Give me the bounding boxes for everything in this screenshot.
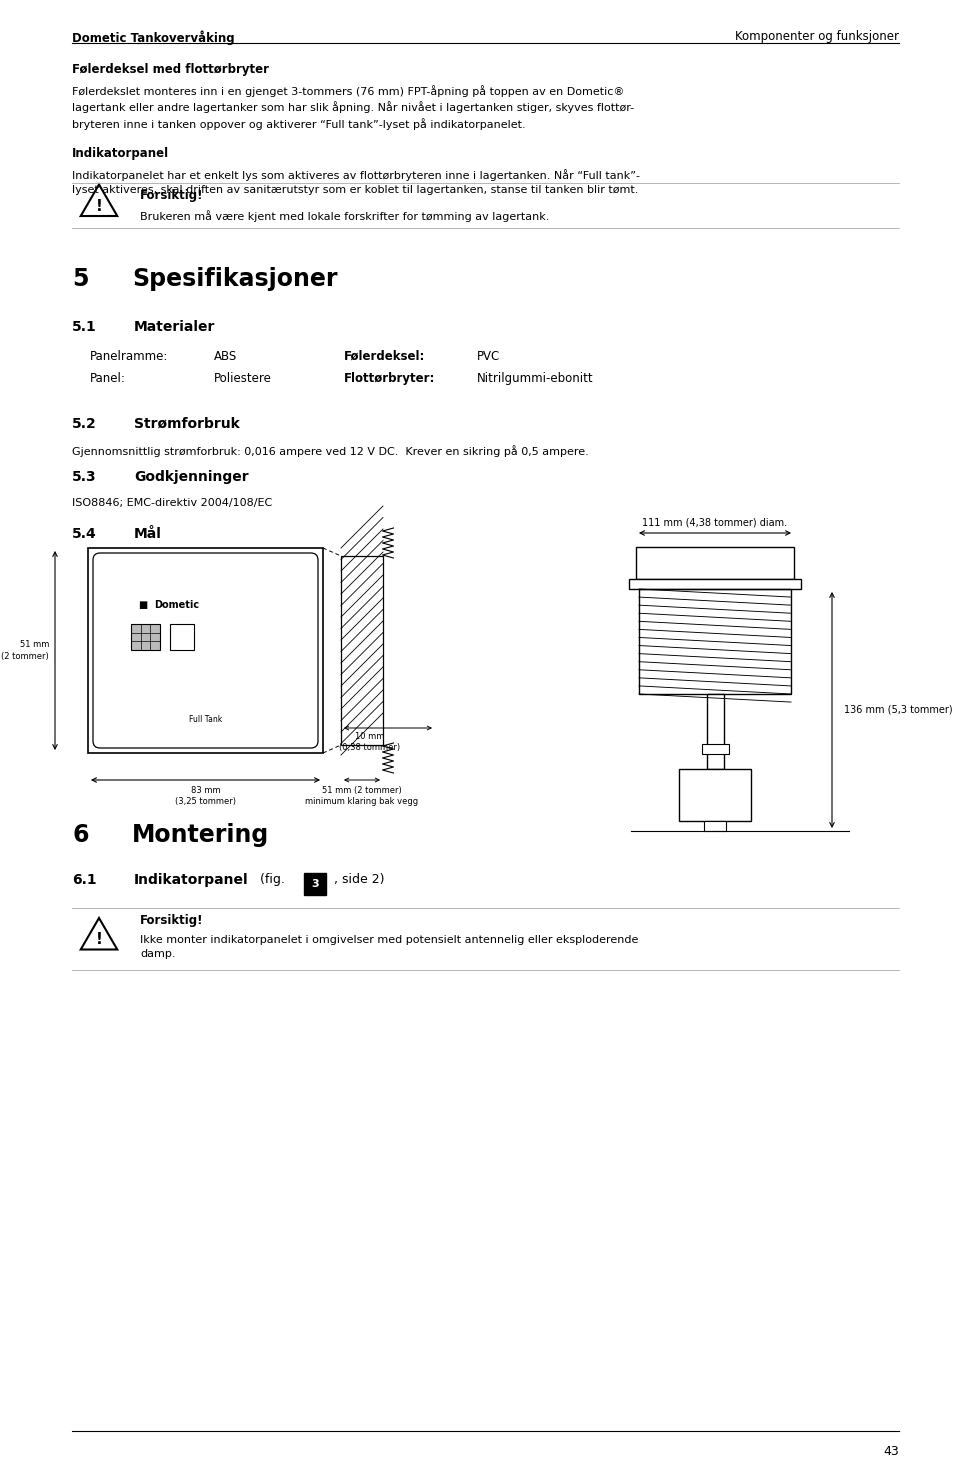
Text: Indikatorpanel: Indikatorpanel	[71, 148, 169, 159]
Text: !: !	[95, 199, 102, 214]
Text: 43: 43	[882, 1446, 898, 1457]
Bar	[700, 743, 728, 754]
Text: PVC: PVC	[476, 350, 499, 363]
Text: Forsiktig!: Forsiktig!	[140, 189, 203, 202]
Text: Dometic Tankovervåking: Dometic Tankovervåking	[71, 30, 234, 44]
Text: Mål: Mål	[133, 527, 162, 541]
Text: 51 mm
(2 tommer): 51 mm (2 tommer)	[1, 640, 49, 661]
Text: 5: 5	[71, 267, 89, 291]
FancyBboxPatch shape	[92, 553, 317, 748]
Bar	[703, 822, 725, 830]
Bar	[639, 589, 790, 695]
Bar	[88, 549, 323, 754]
Text: Poliestere: Poliestere	[213, 372, 272, 385]
Text: Dometic: Dometic	[153, 600, 199, 611]
Text: 10 mm
(0,38 tommer): 10 mm (0,38 tommer)	[339, 732, 400, 752]
Text: Nitrilgummi-ebonitt: Nitrilgummi-ebonitt	[476, 372, 593, 385]
Text: Panelramme:: Panelramme:	[90, 350, 168, 363]
Text: 111 mm (4,38 tommer) diam.: 111 mm (4,38 tommer) diam.	[641, 518, 787, 528]
Text: Panel:: Panel:	[90, 372, 126, 385]
Bar	[340, 556, 382, 745]
Text: 5.2: 5.2	[71, 417, 96, 431]
Bar	[679, 768, 750, 822]
Text: 3: 3	[311, 879, 318, 889]
Text: Brukeren må være kjent med lokale forskrifter for tømming av lagertank.: Brukeren må være kjent med lokale forskr…	[140, 209, 549, 221]
Text: Forsiktig!: Forsiktig!	[140, 914, 203, 926]
Text: Komponenter og funksjoner: Komponenter og funksjoner	[734, 30, 898, 43]
Text: 83 mm
(3,25 tommer): 83 mm (3,25 tommer)	[174, 786, 235, 807]
Text: Gjennomsnittlig strømforbruk: 0,016 ampere ved 12 V DC.  Krever en sikring på 0,: Gjennomsnittlig strømforbruk: 0,016 ampe…	[71, 445, 588, 457]
Bar	[304, 873, 326, 895]
Text: Følerdeksel:: Følerdeksel:	[344, 350, 425, 363]
Bar	[131, 624, 160, 650]
Text: !: !	[95, 932, 102, 947]
Text: ABS: ABS	[213, 350, 237, 363]
Text: 5.4: 5.4	[71, 527, 96, 541]
Text: 5.3: 5.3	[71, 471, 96, 484]
Text: , side 2): , side 2)	[330, 873, 384, 886]
Text: Ikke monter indikatorpanelet i omgivelser med potensielt antennelig eller eksplo: Ikke monter indikatorpanelet i omgivelse…	[140, 935, 638, 959]
Text: Full Tank: Full Tank	[189, 715, 222, 724]
Bar	[170, 624, 193, 650]
Text: Materialer: Materialer	[133, 320, 215, 333]
Text: 6.1: 6.1	[71, 873, 96, 886]
Text: 5.1: 5.1	[71, 320, 96, 333]
Text: 6: 6	[71, 823, 89, 847]
Bar	[636, 547, 793, 580]
Text: Flottørbryter:: Flottørbryter:	[344, 372, 435, 385]
Text: Spesifikasjoner: Spesifikasjoner	[132, 267, 337, 291]
Text: Strømforbruk: Strømforbruk	[133, 417, 239, 431]
Text: Følerdekslet monteres inn i en gjenget 3-tommers (76 mm) FPT-åpning på toppen av: Følerdekslet monteres inn i en gjenget 3…	[71, 86, 634, 130]
Text: Montering: Montering	[132, 823, 269, 847]
Text: ISO8846; EMC-direktiv 2004/108/EC: ISO8846; EMC-direktiv 2004/108/EC	[71, 499, 272, 507]
Text: Indikatorpanel: Indikatorpanel	[133, 873, 249, 886]
Text: Følerdeksel med flottørbryter: Følerdeksel med flottørbryter	[71, 63, 269, 77]
Text: (fig.: (fig.	[252, 873, 289, 886]
Text: 136 mm (5,3 tommer): 136 mm (5,3 tommer)	[843, 705, 952, 715]
Text: Indikatorpanelet har et enkelt lys som aktiveres av flottørbryteren inne i lager: Indikatorpanelet har et enkelt lys som a…	[71, 170, 639, 195]
Bar	[628, 580, 801, 589]
Text: Godkjenninger: Godkjenninger	[133, 471, 249, 484]
Text: ■: ■	[138, 600, 147, 611]
Text: 51 mm (2 tommer)
minimum klaring bak vegg: 51 mm (2 tommer) minimum klaring bak veg…	[305, 786, 418, 807]
Bar	[706, 695, 722, 768]
